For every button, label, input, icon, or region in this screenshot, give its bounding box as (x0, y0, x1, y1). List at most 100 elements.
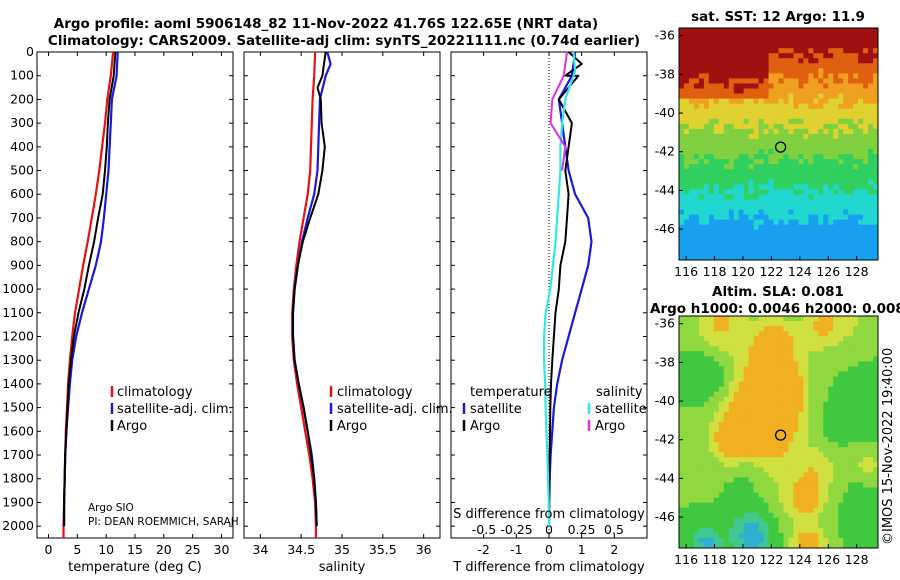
sla-cell (679, 346, 685, 352)
sla-cell (793, 421, 799, 428)
sst-cell (843, 194, 849, 200)
sla-cell (679, 341, 685, 347)
sla-cell (763, 391, 769, 398)
sla-cell (788, 366, 794, 372)
sla-cell (683, 351, 690, 357)
sst-cell (798, 214, 804, 221)
sla-cell (803, 366, 809, 372)
sst-cell (698, 154, 705, 160)
sla-map-title2: Argo h1000: 0.0046 h2000: 0.0085 (650, 301, 900, 317)
sst-cell (679, 144, 685, 150)
sst-cell (758, 98, 764, 105)
sst-cell (848, 224, 854, 231)
sst-cell (718, 234, 725, 241)
sla-cell (848, 492, 854, 498)
sst-cell (738, 209, 745, 216)
sst-cell (773, 108, 779, 115)
sla-cell (828, 386, 834, 393)
sst-cell (798, 194, 804, 200)
sst-cell (683, 38, 690, 44)
y-tick-label: 400 (10, 139, 34, 154)
sst-cell (848, 78, 854, 84)
sla-cell (798, 527, 804, 534)
sst-cell (863, 123, 869, 130)
sla-cell (683, 371, 690, 377)
legend-label-argo-t: Argo (470, 419, 500, 434)
sst-cell (698, 78, 705, 84)
sla-cell (778, 316, 784, 322)
sla-cell (778, 351, 784, 357)
sla-cell (843, 391, 849, 398)
sla-cell (763, 537, 769, 544)
sla-cell (853, 426, 859, 433)
sst-cell (783, 229, 789, 236)
sst-cell (723, 48, 730, 54)
sst-cell (708, 138, 715, 145)
sla-cell (693, 416, 700, 423)
sst-cell (788, 234, 794, 241)
sla-cell (843, 326, 849, 332)
sst-cell (679, 113, 685, 120)
sst-cell (778, 98, 784, 105)
sla-cell (853, 452, 859, 458)
sst-cell (843, 149, 849, 155)
sst-cell (728, 128, 735, 135)
sst-cell (798, 199, 804, 205)
sst-cell (813, 174, 819, 180)
sla-cell (773, 326, 779, 332)
sla-cell (803, 492, 809, 498)
sst-cell (683, 88, 690, 94)
sla-cell (758, 421, 764, 428)
sla-cell (768, 351, 774, 357)
sla-cell (698, 517, 705, 524)
sla-cell (703, 401, 710, 408)
sla-cell (873, 467, 879, 473)
sst-cell (783, 83, 789, 89)
sst-cell (873, 33, 879, 39)
sst-cell (768, 194, 774, 200)
sst-cell (698, 234, 705, 241)
sst-cell (679, 108, 685, 115)
sla-cell (868, 542, 874, 549)
sst-cell (808, 144, 814, 150)
map-y-tick-label: -46 (655, 509, 675, 524)
sla-cell (783, 532, 789, 539)
sla-cell (858, 497, 864, 504)
sla-cell (683, 482, 690, 488)
sla-cell (679, 432, 685, 438)
sst-cell (718, 244, 725, 251)
sst-cell (833, 204, 839, 210)
sst-cell (873, 118, 879, 125)
sst-cell (838, 133, 844, 140)
sla-cell (688, 361, 695, 367)
sla-cell (728, 452, 735, 458)
sst-cell (763, 254, 769, 261)
y-tick-label: 1900 (2, 494, 34, 509)
sla-cell (778, 512, 784, 519)
sla-cell (713, 492, 720, 498)
sst-cell (768, 219, 774, 226)
sla-cell (713, 401, 720, 408)
sst-cell (698, 199, 705, 205)
sla-cell (708, 467, 715, 473)
sla-cell (778, 432, 784, 438)
sla-cell (828, 477, 834, 483)
sla-cell (788, 341, 794, 347)
sla-cell (728, 336, 735, 342)
sla-cell (683, 507, 690, 514)
sla-cell (748, 386, 755, 393)
sst-cell (683, 179, 690, 185)
sla-cell (753, 316, 760, 322)
sla-cell (858, 437, 864, 443)
sst-cell (833, 128, 839, 135)
sla-cell (713, 396, 720, 403)
sla-cell (703, 517, 710, 524)
sst-cell (713, 118, 720, 125)
sla-cell (743, 341, 750, 347)
sst-cell (733, 214, 740, 221)
sla-cell (743, 391, 750, 398)
sla-cell (723, 416, 730, 423)
sla-cell (758, 321, 764, 327)
sla-cell (713, 346, 720, 352)
sla-cell (733, 351, 740, 357)
